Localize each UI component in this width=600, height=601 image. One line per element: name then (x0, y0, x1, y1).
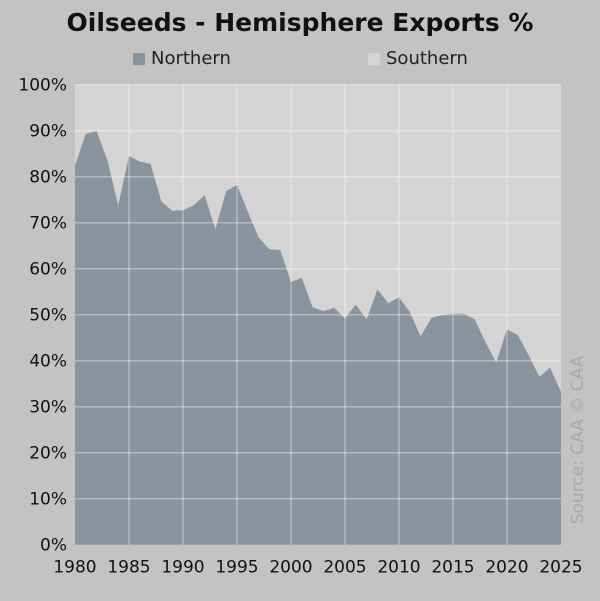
legend-item-southern: Southern (368, 48, 468, 69)
y-tick-label: 90% (29, 122, 67, 142)
x-tick-label: 2020 (485, 558, 528, 578)
legend-swatch-northern (133, 52, 145, 65)
chart-title: Oilseeds - Hemisphere Exports % (66, 8, 534, 37)
y-tick-label: 80% (29, 168, 67, 188)
y-tick-label: 0% (40, 536, 67, 556)
x-tick-label: 2025 (539, 558, 582, 578)
area-northern (75, 131, 561, 545)
x-tick-label: 1990 (161, 558, 204, 578)
legend-label-southern: Southern (386, 48, 468, 69)
x-tick-label: 2000 (269, 558, 312, 578)
legend-item-northern: Northern (133, 48, 231, 69)
legend-swatch-southern (368, 52, 380, 65)
y-tick-label: 30% (29, 398, 67, 418)
x-tick-label: 1985 (107, 558, 150, 578)
x-tick-label: 2010 (377, 558, 420, 578)
y-tick-label: 50% (29, 306, 67, 326)
legend-label-northern: Northern (151, 48, 231, 69)
y-tick-label: 40% (29, 352, 67, 372)
y-tick-label: 70% (29, 214, 67, 234)
y-tick-label: 20% (29, 444, 67, 464)
x-tick-label: 1995 (215, 558, 258, 578)
y-tick-label: 10% (29, 490, 67, 510)
source-note: Source: CAA © CAA (568, 355, 588, 525)
x-tick-label: 1980 (53, 558, 96, 578)
x-tick-label: 2005 (323, 558, 366, 578)
x-tick-label: 2015 (431, 558, 474, 578)
y-tick-label: 60% (29, 260, 67, 280)
y-tick-label: 100% (18, 76, 67, 96)
